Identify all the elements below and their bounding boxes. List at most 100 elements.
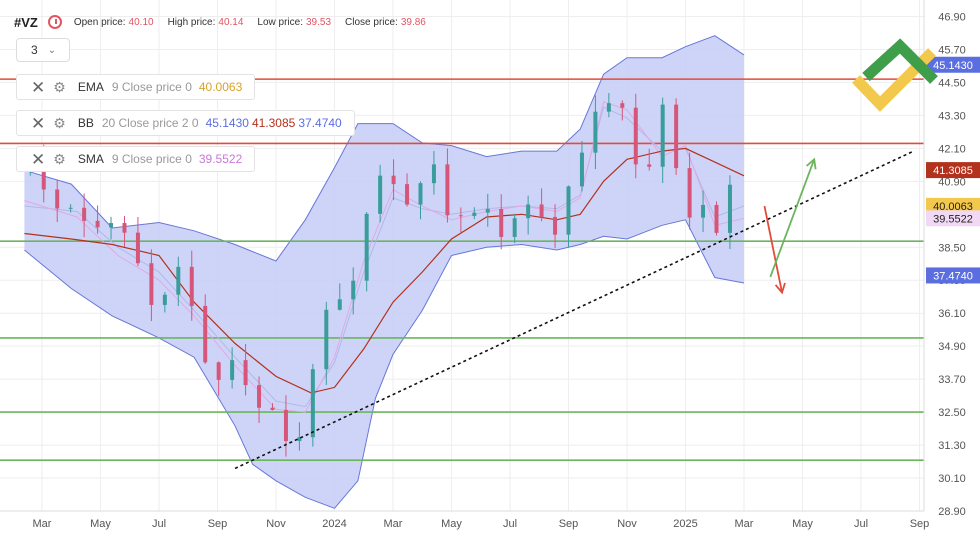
candle-body [553,216,558,235]
close-value: 39.86 [400,16,426,28]
candle-body [566,186,571,235]
interval-value: 3 [31,43,38,57]
candle-body [109,223,114,228]
indicator-params: 20 Close price 2 0 [101,116,199,130]
candle-body [593,111,598,153]
candle-body [324,309,329,370]
x-tick-label: Jul [152,518,166,530]
candle-body [162,294,167,305]
candle-body [55,189,60,209]
y-tick-label: 32.50 [938,407,966,419]
gear-icon[interactable]: ⚙ [53,79,66,95]
candle-body [701,204,706,218]
interval-select[interactable]: 3 ⌄ [16,38,70,62]
forecast-down-arrow-head [774,282,786,295]
candle-body [310,369,315,438]
candle-body [203,305,208,363]
price-label: 39.5522 [933,213,973,225]
y-tick-label: 34.90 [938,341,966,353]
bollinger-band-fill [24,35,744,509]
candle-body [512,218,517,237]
y-tick-label: 40.90 [938,176,966,188]
candle-body [485,208,490,213]
indicator-ema: ✕ ⚙ EMA 9 Close price 0 40.0063 [16,74,256,100]
candle-body [243,360,248,386]
y-tick-label: 43.30 [938,110,966,122]
sma-line [24,101,745,413]
candle-body [122,223,127,233]
y-tick-label: 30.10 [938,473,966,485]
indicator-params: 9 Close price 0 [111,152,192,166]
candle-body [189,266,194,306]
candle-body [633,107,638,165]
candle-body [135,232,140,264]
candle-body [82,207,87,221]
candle-body [176,266,181,295]
candle-body [579,152,584,187]
y-tick-label: 45.70 [938,44,966,56]
candle-body [714,204,719,233]
indicator-name: BB [77,116,94,130]
candle-body [378,175,383,214]
y-tick-label: 33.70 [938,374,966,386]
candle-body [647,164,652,167]
bollinger-middle-line [24,147,745,394]
x-tick-label: Jul [503,518,517,530]
y-tick-label: 42.10 [938,143,966,155]
candle-body [230,360,235,380]
x-tick-label: May [792,518,813,530]
candle-body [257,385,262,408]
x-tick-label: 2024 [322,518,346,530]
close-icon[interactable]: ✕ [31,77,46,97]
indicator-sma: ✕ ⚙ SMA 9 Close price 0 39.5522 [16,146,256,172]
x-tick-label: May [90,518,111,530]
candle-body [418,183,423,205]
gear-icon[interactable]: ⚙ [53,115,66,131]
symbol-label: #VZ [14,14,38,30]
open-value: 40.10 [128,16,154,28]
close-icon[interactable]: ✕ [31,149,46,169]
forecast-up-arrow [769,159,816,278]
x-tick-label: Mar [735,518,754,530]
price-label: 40.0063 [933,201,973,213]
candle-body [458,215,463,217]
clock-icon[interactable] [47,15,62,29]
candle-body [606,103,611,112]
candle-body [674,104,679,169]
candle-body [660,104,665,167]
gear-icon[interactable]: ⚙ [53,151,66,167]
x-tick-label: Sep [208,518,228,530]
ohlc-header: #VZ Open price: 40.10 High price: 40.14 … [14,8,440,36]
indicator-name: SMA [77,152,104,166]
y-tick-label: 44.50 [938,77,966,89]
candle-body [216,362,221,380]
candle-body [149,263,154,305]
logo-mark [852,48,936,112]
candle-body [472,212,477,216]
candle-body [95,220,100,228]
candle-body [270,407,275,410]
close-icon[interactable]: ✕ [31,113,46,133]
candle-body [391,175,396,185]
logo-mark [862,38,938,84]
indicator-value: 39.5522 [198,152,243,166]
candle-body [297,437,302,442]
candle-body [445,164,450,216]
candle-body [687,168,692,218]
candle-body [337,299,342,310]
candle-body [351,280,356,300]
low-label: Low price: [257,16,303,28]
x-tick-label: Nov [266,518,286,530]
candle-body [68,207,73,209]
candle-body [727,184,732,233]
price-label-box [926,162,980,179]
x-tick-label: Mar [384,518,403,530]
indicator-params: 9 Close price 0 [111,80,192,94]
x-tick-label: Nov [617,518,637,530]
high-value: 40.14 [218,16,244,28]
price-label: 41.3085 [933,165,973,177]
x-tick-label: Sep [559,518,579,530]
indicator-value-lower: 37.4740 [298,116,342,130]
x-tick-label: Mar [33,518,52,530]
